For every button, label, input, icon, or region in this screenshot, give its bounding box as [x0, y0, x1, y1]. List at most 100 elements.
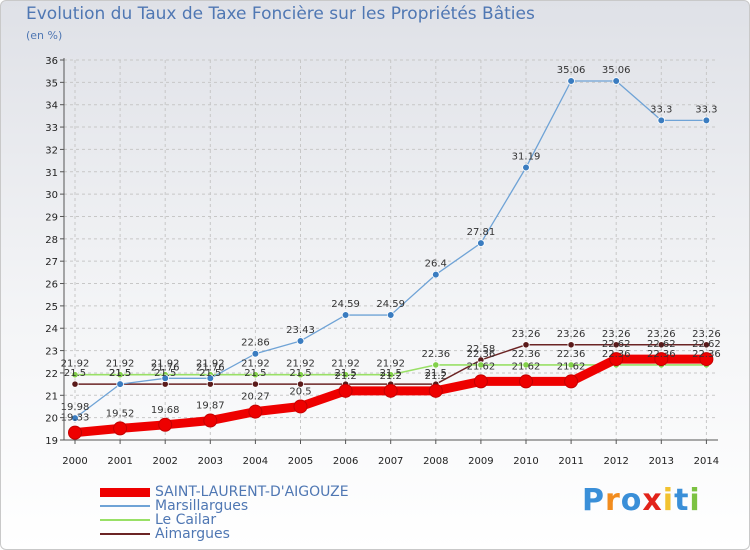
data-point: [203, 413, 218, 428]
legend-swatch: [100, 533, 150, 535]
data-point: [432, 361, 440, 369]
data-label: 20.27: [241, 392, 270, 403]
data-label: 21.62: [467, 361, 496, 372]
data-label: 21.5: [425, 368, 447, 379]
data-label: 19.52: [106, 408, 135, 419]
data-point: [341, 311, 350, 319]
legend-label: SAINT-LAURENT-D'AIGOUZE: [155, 484, 349, 500]
data-point: [116, 380, 124, 388]
legend-label: Aimargues: [155, 526, 230, 542]
data-point: [702, 341, 711, 349]
data-point: [296, 371, 305, 379]
data-label: 22.36: [467, 349, 496, 360]
brand-logo-letter: t: [674, 483, 690, 518]
data-label: 22.86: [241, 338, 270, 349]
brand-logo: Proxiti: [582, 483, 701, 518]
x-tick-label: 2009: [468, 456, 493, 467]
x-tick-label: 2005: [288, 456, 313, 467]
data-label: 23.26: [647, 329, 676, 340]
legend-label: Le Cailar: [155, 512, 217, 528]
data-label: 21.5: [244, 368, 266, 379]
data-label: 21.92: [331, 359, 360, 370]
data-label: 26.4: [425, 259, 447, 270]
y-tick-label: 20: [45, 414, 58, 425]
y-tick-label: 27: [45, 257, 58, 268]
y-tick-label: 21: [45, 391, 58, 402]
y-tick-label: 34: [45, 101, 58, 112]
data-point: [428, 383, 443, 398]
data-point: [248, 404, 263, 419]
brand-logo-letter: x: [642, 483, 663, 518]
data-point: [387, 371, 395, 379]
legend-swatch: [100, 519, 150, 521]
data-label: 23.26: [602, 329, 631, 340]
y-tick-label: 19: [45, 436, 58, 447]
x-tick-label: 2007: [378, 456, 403, 467]
data-point: [657, 341, 665, 349]
data-point: [657, 116, 666, 125]
data-label: 21.92: [196, 359, 225, 370]
x-tick-label: 2011: [558, 456, 583, 467]
data-label: 23.43: [286, 325, 315, 336]
data-point: [477, 239, 485, 247]
data-point: [477, 361, 485, 369]
x-tick-label: 2014: [694, 456, 719, 467]
y-tick-label: 33: [45, 123, 58, 134]
data-label: 21.5: [380, 368, 402, 379]
data-label: 21.62: [512, 361, 541, 372]
y-tick-label: 32: [45, 145, 58, 156]
x-tick-label: 2001: [107, 456, 132, 467]
brand-logo-letter: r: [605, 483, 621, 518]
data-label: 35.06: [602, 65, 631, 76]
y-tick-label: 31: [45, 168, 58, 179]
y-tick-label: 30: [45, 190, 58, 201]
x-tick-label: 2000: [62, 456, 87, 467]
data-label: 22.62: [647, 339, 676, 350]
y-tick-label: 26: [45, 280, 58, 291]
y-tick-label: 28: [45, 235, 58, 246]
data-point: [386, 311, 395, 319]
y-tick-label: 35: [45, 78, 58, 89]
data-point: [71, 414, 79, 422]
chart-unit-note: (en %): [26, 29, 63, 42]
y-tick-label: 23: [45, 347, 58, 358]
data-label: 21.2: [334, 371, 356, 382]
data-label: 27.81: [467, 227, 496, 238]
data-label: 23.26: [557, 329, 586, 340]
data-point: [431, 270, 440, 279]
legend-swatch: [100, 488, 150, 497]
data-label: 21.92: [106, 359, 135, 370]
data-point: [522, 361, 530, 369]
data-label: 22.36: [512, 349, 541, 360]
data-point: [296, 337, 305, 345]
data-label: 24.59: [331, 299, 360, 310]
data-point: [251, 371, 259, 379]
brand-logo-letter: P: [582, 483, 605, 518]
data-label: 31.19: [512, 152, 541, 163]
data-point: [71, 380, 79, 388]
data-label: 21.5: [199, 368, 221, 379]
data-point: [251, 349, 260, 358]
data-point: [68, 425, 82, 440]
data-point: [158, 417, 173, 432]
data-point: [116, 371, 124, 379]
data-label: 21.76: [151, 362, 180, 373]
data-point: [654, 352, 669, 367]
data-label: 22.58: [467, 344, 496, 355]
data-label: 22.36: [557, 349, 586, 360]
data-point: [251, 380, 259, 388]
data-label: 22.36: [647, 349, 676, 360]
x-tick-label: 2013: [649, 456, 674, 467]
y-tick-label: 36: [45, 56, 58, 67]
data-point: [702, 116, 711, 125]
brand-logo-letter: i: [689, 483, 701, 518]
data-label: 24.59: [376, 299, 405, 310]
data-point: [699, 352, 714, 367]
legend-swatch: [100, 505, 150, 507]
y-tick-label: 24: [45, 324, 58, 335]
legend-label: Marsillargues: [155, 498, 249, 514]
data-point: [522, 163, 530, 172]
data-label: 21.5: [109, 368, 131, 379]
data-label: 22.36: [692, 349, 721, 360]
x-tick-label: 2004: [243, 456, 268, 467]
